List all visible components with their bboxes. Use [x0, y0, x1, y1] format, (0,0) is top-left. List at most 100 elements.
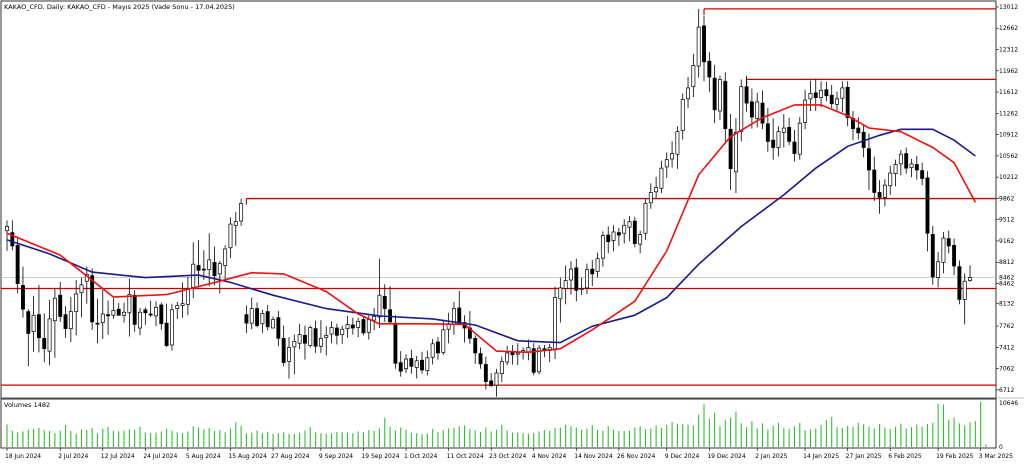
candle-up	[936, 261, 941, 278]
candle-down	[116, 308, 121, 316]
candle-up	[558, 287, 563, 300]
candle-up	[659, 167, 664, 189]
candle-down	[244, 314, 249, 324]
candle-down	[212, 262, 217, 277]
candle-up	[169, 309, 174, 346]
price-tick-label: 7762	[999, 323, 1014, 330]
candle-down	[483, 364, 488, 382]
candle-down	[303, 334, 307, 344]
candle-down	[707, 60, 712, 78]
chart-title: KAKAO_CFD, Daily: KAKAO_CFD - Mayıs 2025…	[4, 3, 235, 11]
price-tick-label: 12312	[999, 47, 1018, 54]
candle-down	[904, 153, 909, 169]
candle-up	[5, 226, 9, 232]
candle-down	[787, 127, 792, 142]
candle-up	[643, 203, 648, 234]
time-tick-label: 11 Oct 2024	[447, 453, 484, 460]
candle-up	[180, 303, 185, 306]
time-tick-label: 19 Dec 2024	[707, 453, 746, 460]
candle-down	[334, 327, 339, 336]
price-tick-label: 9162	[999, 238, 1014, 245]
price-tick-label: 8812	[999, 259, 1014, 266]
candlesticks	[5, 8, 972, 397]
volume-min-label: 0	[999, 444, 1003, 451]
candle-down	[574, 267, 579, 291]
candle-up	[340, 328, 345, 336]
candle-up	[414, 360, 419, 368]
candle-down	[914, 164, 919, 171]
candle-down	[866, 148, 871, 171]
candle-up	[292, 341, 297, 348]
volume-bars	[6, 401, 987, 447]
price-tick-label: 11962	[999, 68, 1018, 75]
candle-down	[749, 101, 754, 118]
price-axis: 13012 12662 12312 11962 11612 11262 10912 10562…	[996, 4, 1018, 394]
candle-up	[691, 65, 696, 88]
candle-up	[425, 357, 430, 371]
candle-up	[404, 358, 408, 370]
candle-up	[441, 329, 446, 353]
candle-up	[324, 334, 329, 339]
price-tick-label: 11262	[999, 110, 1018, 117]
candle-down	[457, 307, 462, 325]
candle-up	[499, 361, 504, 374]
candle-up	[781, 127, 786, 133]
candle-down	[90, 275, 95, 323]
candle-down	[946, 238, 951, 247]
candle-down	[877, 192, 882, 198]
price-tick-label: 9512	[999, 217, 1014, 224]
candle-up	[223, 248, 228, 266]
price-tick-label: 13012	[999, 4, 1018, 11]
candle-down	[478, 353, 483, 365]
volume-title: Volumes 1482	[4, 401, 50, 409]
candle-down	[398, 362, 403, 372]
candle-up	[579, 288, 584, 291]
candle-up	[297, 334, 302, 344]
candle-down	[361, 319, 366, 334]
price-tick-label: 10212	[999, 174, 1018, 181]
price-tick-label: 12662	[999, 25, 1018, 32]
candle-up	[835, 98, 839, 105]
candle-up	[882, 184, 887, 198]
candle-down	[489, 380, 494, 387]
price-tick-label: 7412	[999, 344, 1014, 351]
candle-up	[755, 101, 760, 119]
candle-up	[627, 221, 632, 228]
candle-down	[265, 311, 270, 328]
candle-up	[680, 99, 685, 131]
candle-up	[260, 313, 265, 325]
time-tick-label: 24 Jul 2024	[143, 453, 177, 460]
candle-up	[100, 313, 105, 323]
candle-down	[313, 328, 318, 347]
price-tick-label: 7062	[999, 366, 1014, 373]
time-axis: 18 Jun 2024 2 Jul 2024 12 Jul 2024 24 Jul 2…	[5, 448, 1013, 460]
candle-up	[207, 259, 212, 271]
candle-up	[888, 172, 893, 187]
candle-up	[366, 319, 371, 333]
time-tick-label: 5 Aug 2024	[186, 453, 221, 460]
candle-up	[569, 268, 573, 281]
candle-up	[372, 316, 377, 321]
candle-down	[26, 311, 31, 334]
time-tick-label: 23 Oct 2024	[489, 453, 526, 460]
candle-up	[233, 221, 238, 226]
candle-up	[318, 337, 323, 347]
candle-down	[930, 234, 935, 278]
candle-up	[138, 311, 142, 329]
candle-down	[63, 314, 68, 329]
candle-down	[382, 296, 387, 309]
candle-down	[276, 317, 281, 339]
candle-up	[31, 314, 36, 333]
candle-down	[925, 177, 930, 234]
time-tick-label: 12 Jul 2024	[101, 453, 135, 460]
time-tick-label: 19 Feb 2025	[936, 453, 974, 460]
candle-down	[143, 309, 148, 314]
candle-up	[377, 294, 382, 318]
candle-up	[122, 311, 127, 316]
candle-down	[824, 89, 829, 97]
candle-up	[909, 163, 914, 168]
candle-down	[957, 266, 962, 300]
candle-down	[771, 139, 776, 148]
